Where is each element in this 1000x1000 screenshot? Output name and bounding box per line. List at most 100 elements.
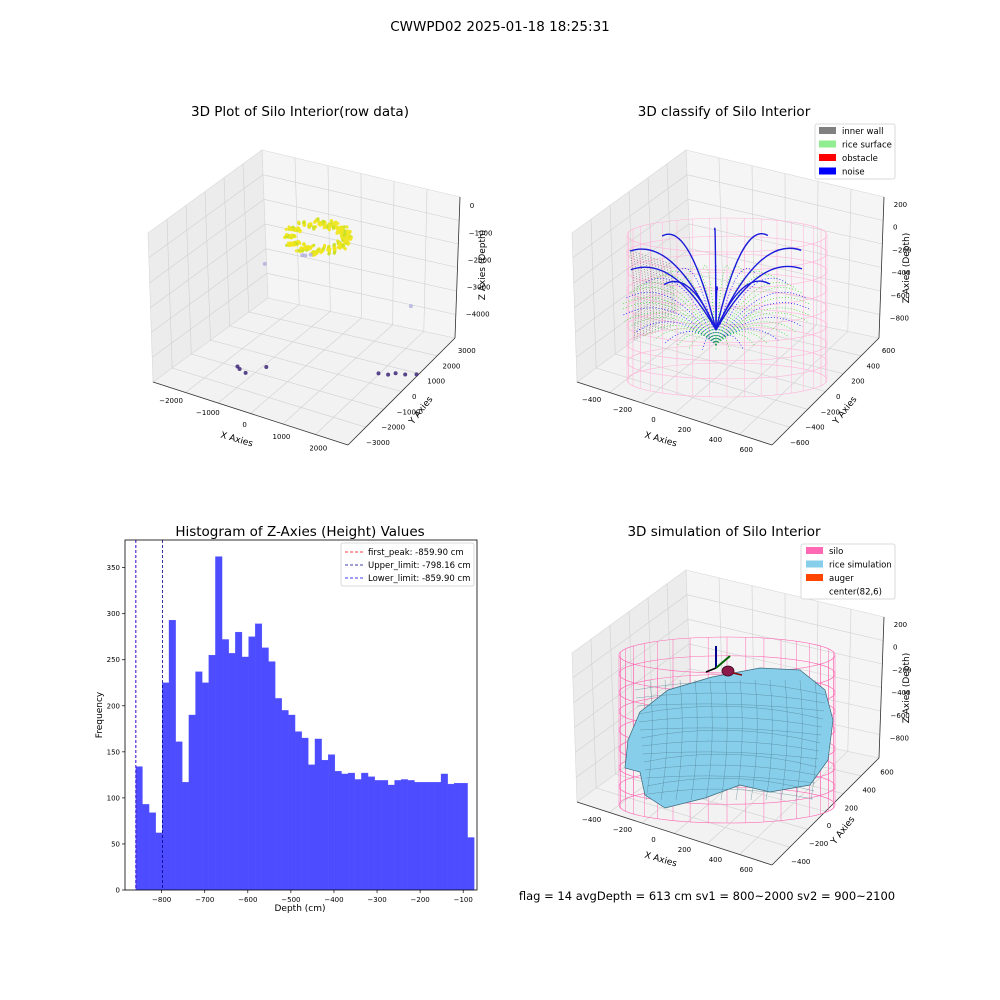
histogram-bar: [241, 656, 249, 891]
classify-legend: inner wall rice surface obstacle noise: [814, 123, 896, 180]
raw-data-point: [408, 304, 413, 309]
raw-surface-point: [327, 252, 331, 256]
classify-legend-swatch: [819, 140, 836, 148]
raw-surface-point: [312, 225, 316, 229]
raw-surface-point: [334, 220, 338, 224]
simulation-x-tick-label: 400: [709, 856, 722, 864]
classify-legend-label: obstacle: [842, 154, 878, 164]
classify-inner-wall-points: [635, 251, 642, 339]
histogram-bar: [175, 741, 183, 891]
histogram-y-tick-label: 0: [116, 887, 120, 895]
classify-rice-surface-points: [629, 317, 717, 346]
classify-inner-wall-points: [650, 256, 657, 334]
simulation-surface-mesh: [660, 679, 668, 801]
histogram-bar: [447, 783, 455, 891]
histogram-bar: [281, 710, 289, 891]
simulation-surface-mesh: [638, 716, 823, 728]
histogram-bar: [301, 737, 309, 891]
classify-legend-label: rice surface: [842, 141, 892, 151]
histogram-bar: [381, 780, 389, 891]
raw-data-point: [264, 365, 269, 369]
classify-inner-wall-points: [662, 260, 669, 330]
raw-data-point: [315, 249, 320, 254]
histogram-x-tick-label: −600: [238, 896, 257, 904]
histogram-bar: [248, 636, 256, 891]
histogram-y-tick-label: 250: [107, 656, 120, 664]
raw-z-tick-label: −1000: [469, 229, 493, 237]
classify-noise-points: [621, 307, 717, 346]
classify-z-tick-label: −200: [892, 246, 911, 254]
classify-y-tick-label: −200: [821, 408, 840, 416]
raw-data-point: [386, 372, 391, 377]
histogram-bar: [308, 764, 316, 891]
figure-suptitle: CWWPD02 2025-01-18 18:25:31: [390, 19, 610, 35]
simulation-surface-mesh: [795, 679, 803, 801]
histogram-bar: [341, 773, 349, 891]
classify-noise-points: [629, 248, 717, 331]
histogram-bar: [314, 738, 322, 891]
histogram-bar: [440, 773, 448, 891]
raw-surface-point: [339, 225, 343, 229]
classify-z-axis-line: [878, 196, 885, 339]
raw-surface-point: [289, 241, 293, 245]
raw-surface-point: [322, 224, 326, 228]
histogram-bar: [374, 780, 382, 891]
classify-gridline: [572, 174, 884, 259]
raw-gridline: [315, 189, 428, 435]
simulation-surface-mesh: [647, 788, 814, 800]
histogram-bar: [347, 772, 355, 891]
raw-data-point: [376, 371, 381, 376]
simulation-surface-mesh: [750, 679, 758, 801]
simulation-x-tick-label: −400: [582, 816, 601, 824]
raw-surface-point: [320, 248, 324, 252]
histogram-axes: −800 −700 −600 −500 −400 −300 −200 −100 0 50 100 15…: [107, 539, 478, 904]
simulation-surface-mesh: [780, 679, 788, 801]
histogram-bar: [268, 661, 276, 891]
histogram-bar: [387, 784, 395, 891]
simulation-gridline: [572, 594, 884, 679]
raw-surface-point: [316, 217, 320, 221]
raw-y-tick-label: −2000: [381, 424, 405, 432]
classify-rice-surface-points: [715, 274, 779, 346]
simulation-legend-swatch: [806, 547, 823, 554]
classify-x-tick-label: 400: [709, 436, 722, 444]
histogram-x-axis-label: Depth (cm): [274, 904, 325, 914]
histogram-bar: [235, 631, 243, 891]
histogram-bar: [188, 714, 196, 891]
raw-x-tick-label: 1000: [273, 433, 291, 441]
simulation-surface-mesh: [639, 727, 822, 736]
raw-surface-point: [333, 247, 337, 252]
classify-y-tick-label: 400: [867, 362, 880, 370]
simulation-3d-axes: −400 −200 0 200 400 600 −400 −200 0 200 400 600 200 0…: [571, 569, 911, 874]
classify-inner-wall-points: [632, 250, 639, 340]
raw-surface-point: [338, 229, 342, 233]
simulation-y-tick-label: 200: [845, 804, 858, 812]
raw-surface-point: [346, 231, 350, 235]
histogram-legend-label: Lower_limit: -859.90 cm: [368, 574, 470, 584]
histogram-bar: [454, 783, 462, 891]
classify-x-tick-label: 0: [651, 416, 655, 424]
classify-legend-swatch: [819, 167, 836, 175]
classify-noise-points: [644, 277, 717, 346]
classify-z-tick-label: 0: [893, 224, 897, 232]
histogram-legend-label: first_peak: -859.90 cm: [368, 548, 464, 558]
classify-z-tick-label: 200: [894, 201, 907, 209]
classify-legend-swatch: [819, 154, 836, 161]
raw-data-point: [414, 372, 419, 377]
simulation-z-tick-label: −400: [891, 689, 910, 697]
classify-legend-frame: [814, 123, 896, 180]
simulation-y-tick-label: 400: [862, 787, 875, 795]
simulation-surface-mesh: [705, 679, 713, 801]
histogram-bar: [208, 654, 216, 891]
simulation-plot-title: 3D simulation of Silo Interior: [627, 524, 821, 540]
histogram-bar: [334, 771, 342, 891]
raw-surface-point: [321, 219, 325, 223]
histogram-bar: [168, 619, 176, 891]
raw-data-point: [301, 242, 306, 247]
raw-gridline: [242, 163, 438, 357]
raw-surface-point: [290, 233, 294, 237]
histogram-legend-label: Upper_limit: -798.16 cm: [368, 561, 471, 571]
raw-surface-point: [348, 229, 352, 234]
histogram-bar: [367, 776, 375, 891]
raw-y-tick-label: −3000: [366, 439, 390, 447]
